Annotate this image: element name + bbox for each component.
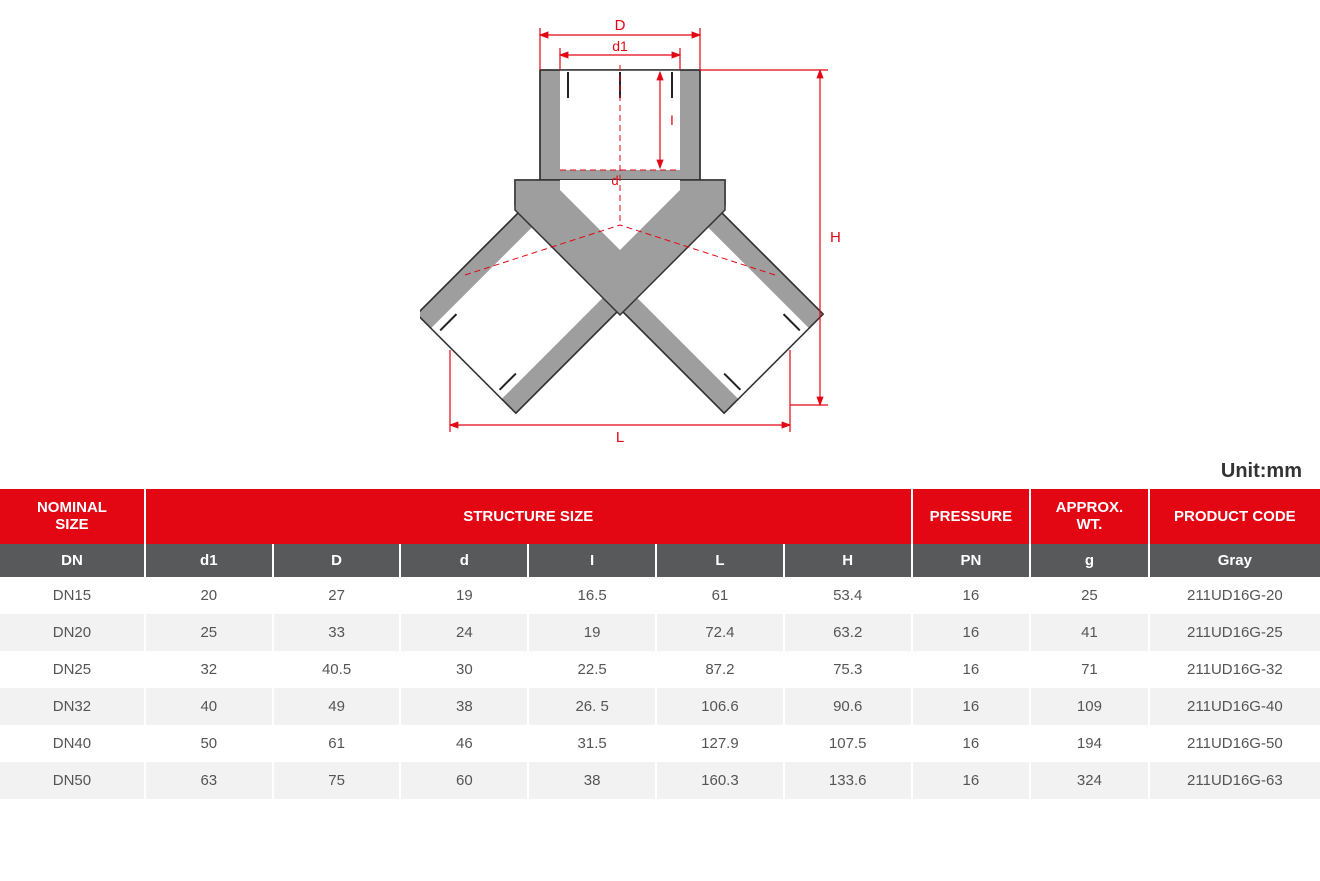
table-row: DN1520271916.56153.41625211UD16G-20 — [0, 577, 1320, 614]
hdr-nominal: NOMINAL SIZE — [0, 489, 145, 544]
table-row: DN4050614631.5127.9107.516194211UD16G-50 — [0, 725, 1320, 762]
spec-table: NOMINAL SIZE STRUCTURE SIZE PRESSURE APP… — [0, 489, 1320, 799]
dim-label-d1: d1 — [612, 38, 628, 54]
table-row: DN202533241972.463.21641211UD16G-25 — [0, 614, 1320, 651]
hdr-pressure: PRESSURE — [912, 489, 1031, 544]
hdr-structure: STRUCTURE SIZE — [145, 489, 912, 544]
dim-label-L: L — [616, 429, 624, 446]
subheader-row: DN d1 D d I L H PN g Gray — [0, 544, 1320, 577]
hdr-wt: APPROX. WT. — [1030, 489, 1149, 544]
dim-label-d: d — [611, 173, 618, 188]
hdr-code: PRODUCT CODE — [1149, 489, 1320, 544]
table-row: DN3240493826. 5106.690.616109211UD16G-40 — [0, 688, 1320, 725]
dim-label-D: D — [615, 17, 626, 34]
unit-label: Unit:mm — [0, 460, 1320, 489]
table-row: DN253240.53022.587.275.31671211UD16G-32 — [0, 651, 1320, 688]
table-row: DN5063756038160.3133.616324211UD16G-63 — [0, 762, 1320, 799]
technical-diagram: D d1 I d H — [0, 0, 1320, 460]
dim-label-I: I — [670, 112, 674, 128]
dim-label-H: H — [830, 229, 841, 246]
